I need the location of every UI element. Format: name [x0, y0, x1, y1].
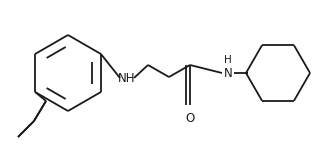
Text: N: N [224, 66, 232, 80]
Text: O: O [185, 112, 195, 125]
Text: NH: NH [118, 71, 136, 85]
Text: H: H [224, 55, 232, 65]
